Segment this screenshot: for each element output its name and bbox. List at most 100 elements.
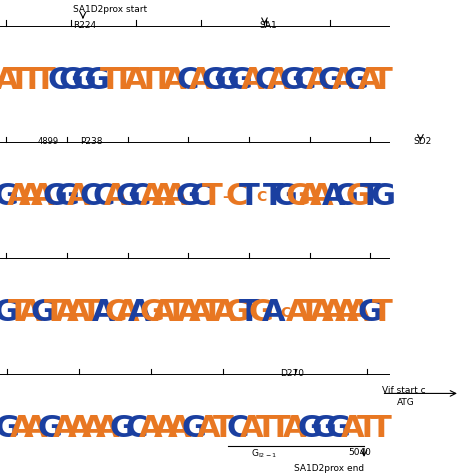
- Text: G: G: [0, 298, 18, 328]
- Text: -: -: [222, 190, 228, 204]
- Text: G: G: [297, 414, 322, 444]
- Text: A: A: [124, 66, 148, 95]
- Text: A: A: [213, 298, 237, 328]
- Text: T: T: [238, 182, 259, 211]
- Text: C: C: [293, 66, 316, 95]
- Text: 5040: 5040: [348, 448, 371, 457]
- Text: C: C: [280, 306, 291, 320]
- Text: A: A: [139, 414, 163, 444]
- Text: A: A: [298, 182, 321, 211]
- Text: C: C: [227, 414, 249, 444]
- Text: SA1: SA1: [260, 21, 277, 30]
- Text: A: A: [18, 182, 42, 211]
- Text: A: A: [7, 182, 30, 211]
- Text: A: A: [168, 414, 192, 444]
- Text: G: G: [344, 66, 369, 95]
- Text: A: A: [116, 298, 139, 328]
- Text: A: A: [267, 66, 291, 95]
- Text: T: T: [113, 66, 134, 95]
- Text: T: T: [22, 66, 43, 95]
- Text: A: A: [163, 66, 187, 95]
- Text: SD2: SD2: [413, 137, 432, 146]
- Text: G: G: [110, 414, 135, 444]
- Text: 4899: 4899: [38, 137, 59, 146]
- Text: A: A: [176, 298, 200, 328]
- Text: A: A: [306, 66, 329, 95]
- Text: G: G: [139, 298, 164, 328]
- Text: A: A: [96, 414, 120, 444]
- Text: A: A: [334, 298, 358, 328]
- Text: G: G: [59, 66, 84, 95]
- Text: G: G: [115, 182, 140, 211]
- Text: A: A: [152, 298, 176, 328]
- Text: G: G: [72, 66, 97, 95]
- Text: T: T: [372, 298, 393, 328]
- Text: C: C: [104, 298, 127, 328]
- Text: T: T: [100, 66, 120, 95]
- Text: T: T: [35, 66, 56, 95]
- Text: G: G: [249, 298, 273, 328]
- Text: T: T: [371, 414, 392, 444]
- Text: T: T: [263, 182, 283, 211]
- Text: A: A: [140, 182, 164, 211]
- Text: G: G: [279, 66, 304, 95]
- Text: D270: D270: [280, 369, 304, 378]
- Text: Vif start c: Vif start c: [382, 386, 425, 395]
- Text: G: G: [326, 414, 351, 444]
- Text: G: G: [0, 414, 20, 444]
- Text: G: G: [285, 182, 310, 211]
- Text: G: G: [214, 66, 239, 95]
- Text: A: A: [154, 414, 177, 444]
- Text: A: A: [82, 414, 105, 444]
- Text: C: C: [255, 66, 277, 95]
- Text: G: G: [227, 66, 252, 95]
- Text: T: T: [357, 414, 377, 444]
- Text: A: A: [283, 414, 307, 444]
- Text: C: C: [128, 182, 151, 211]
- Text: ATG: ATG: [397, 398, 415, 407]
- Text: T: T: [8, 298, 28, 328]
- Text: G: G: [311, 414, 337, 444]
- Text: C: C: [189, 182, 211, 211]
- Text: P238: P238: [81, 137, 103, 146]
- Text: G: G: [334, 182, 359, 211]
- Text: G: G: [346, 182, 371, 211]
- Text: A: A: [189, 66, 213, 95]
- Text: A: A: [55, 298, 79, 328]
- Text: G: G: [201, 66, 226, 95]
- Text: A: A: [24, 414, 48, 444]
- Text: T: T: [360, 182, 381, 211]
- Text: A: A: [189, 298, 212, 328]
- Text: T: T: [9, 66, 30, 95]
- Text: A: A: [197, 414, 220, 444]
- Text: A: A: [262, 298, 285, 328]
- Text: C: C: [126, 414, 148, 444]
- Text: C: C: [80, 182, 102, 211]
- Text: A: A: [18, 298, 42, 328]
- Text: T: T: [238, 298, 259, 328]
- Text: A: A: [67, 182, 91, 211]
- Text: T: T: [213, 414, 234, 444]
- Text: A: A: [322, 298, 346, 328]
- Text: G$_{\mathrm{I2-1}}$: G$_{\mathrm{I2-1}}$: [251, 448, 277, 460]
- Text: C: C: [256, 190, 266, 204]
- Text: C: C: [226, 182, 248, 211]
- Text: C: C: [177, 66, 199, 95]
- Text: G: G: [370, 182, 395, 211]
- Text: G: G: [176, 182, 201, 211]
- Text: A: A: [240, 414, 264, 444]
- Text: T: T: [202, 182, 223, 211]
- Text: A: A: [10, 414, 33, 444]
- Text: G: G: [38, 414, 63, 444]
- Text: A: A: [53, 414, 77, 444]
- Text: T: T: [138, 66, 159, 95]
- Text: A: A: [286, 298, 310, 328]
- Text: T: T: [372, 66, 392, 95]
- Text: G: G: [318, 66, 343, 95]
- Text: SA1D2prox end: SA1D2prox end: [294, 464, 364, 473]
- Text: C: C: [47, 66, 70, 95]
- Text: G: G: [182, 414, 207, 444]
- Text: C: C: [92, 182, 114, 211]
- Text: A: A: [104, 182, 127, 211]
- Text: A: A: [128, 298, 152, 328]
